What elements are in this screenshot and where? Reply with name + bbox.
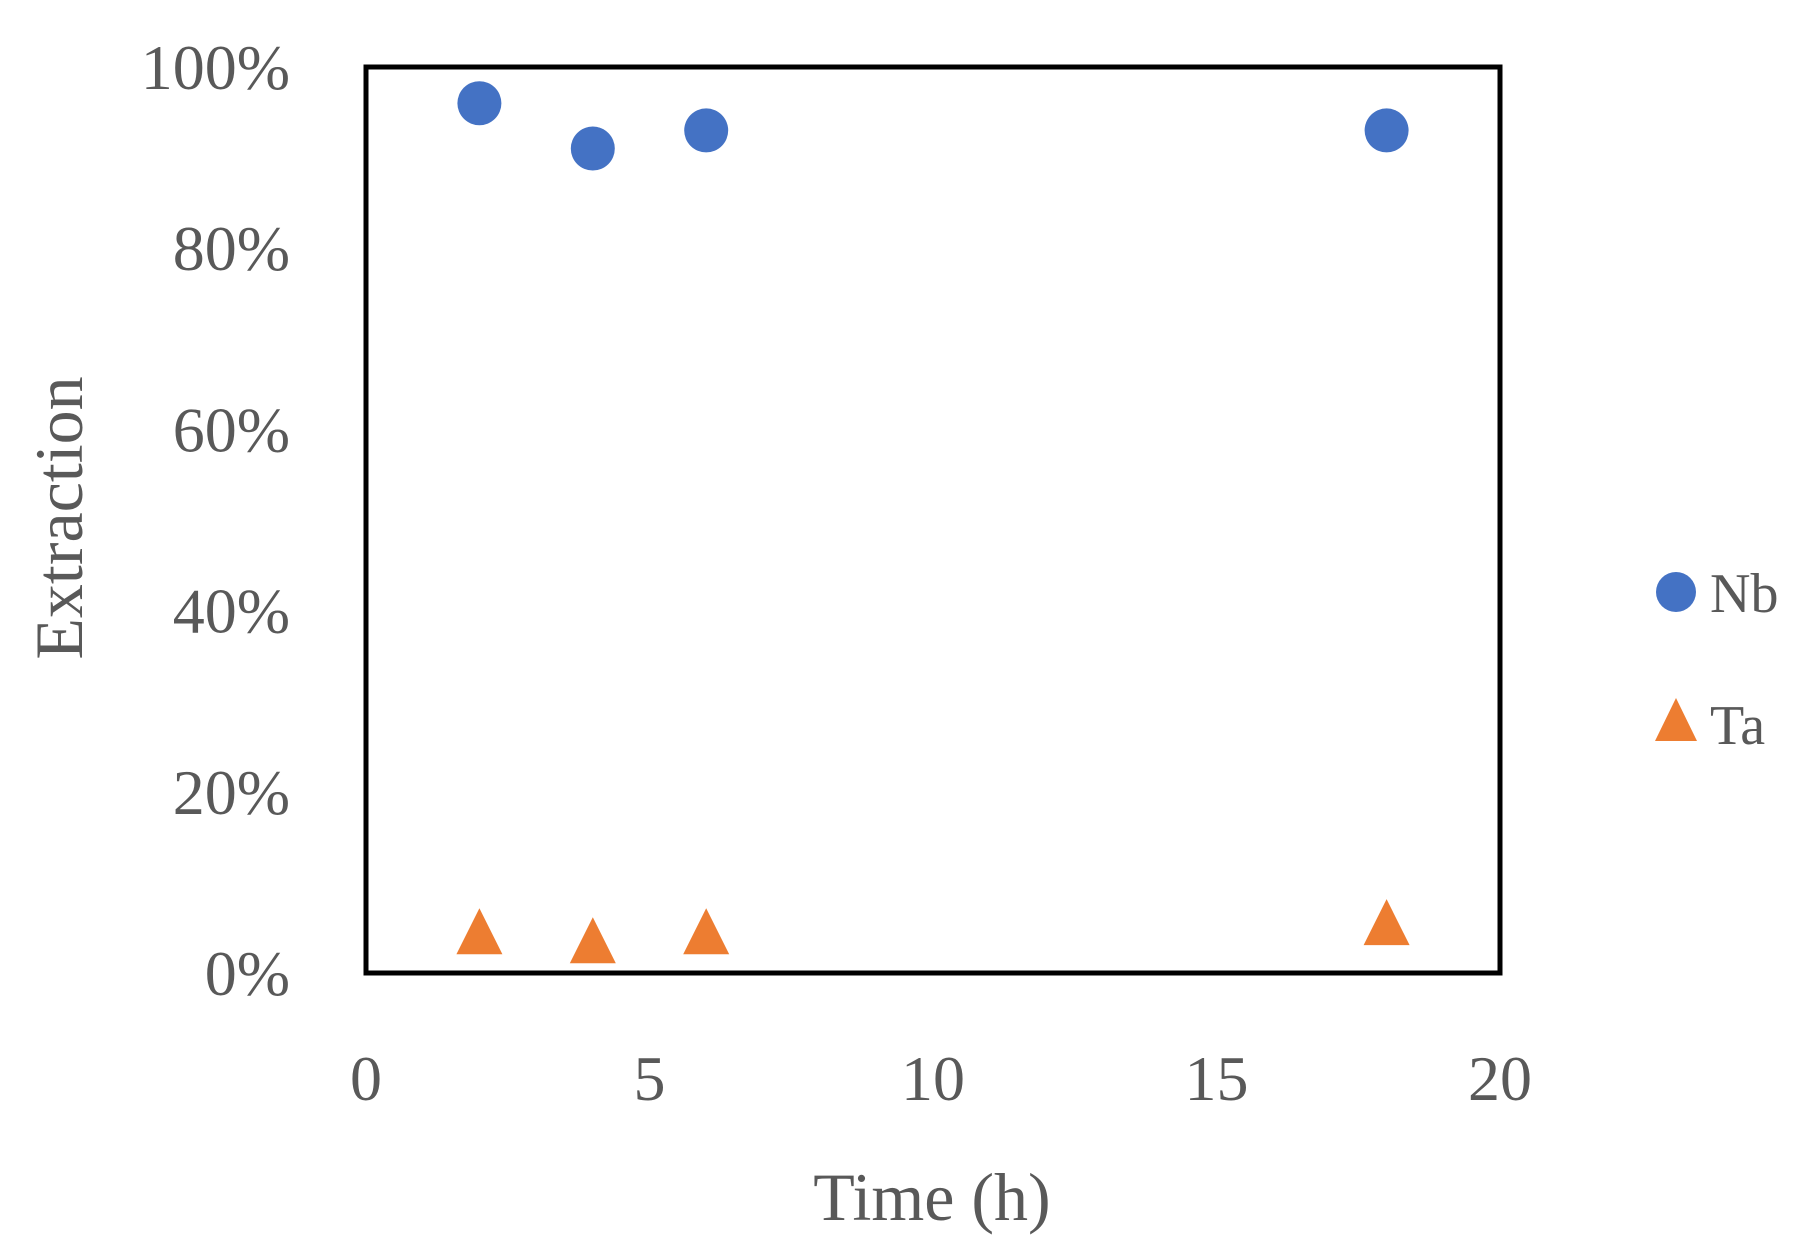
legend-label-ta: Ta [1710, 695, 1765, 757]
x-tick-label: 15 [1185, 1043, 1249, 1114]
y-tick-label: 100% [141, 32, 290, 103]
y-axis-ticks: 0% 20% 40% 60% 80% 100% [141, 32, 290, 1009]
legend-label-nb: Nb [1710, 563, 1778, 625]
series-nb [457, 81, 1409, 171]
y-tick-label: 40% [173, 576, 290, 647]
y-axis-title: Extraction [21, 376, 97, 659]
x-tick-label: 5 [634, 1043, 666, 1114]
data-point-ta [569, 917, 616, 964]
x-tick-label: 10 [901, 1043, 965, 1114]
x-axis-ticks: 0 5 10 15 20 [350, 1043, 1532, 1114]
y-tick-label: 0% [205, 938, 290, 1009]
data-point-nb [684, 108, 729, 153]
data-point-nb [457, 81, 502, 126]
y-tick-label: 60% [173, 394, 290, 465]
y-tick-label: 80% [173, 213, 290, 284]
data-point-nb [1364, 108, 1409, 153]
x-tick-label: 20 [1468, 1043, 1532, 1114]
x-tick-label: 0 [350, 1043, 382, 1114]
x-axis-title: Time (h) [813, 1159, 1050, 1235]
data-point-nb [570, 126, 615, 171]
data-point-ta [683, 908, 730, 955]
y-tick-label: 20% [173, 757, 290, 828]
series-ta [456, 899, 1410, 964]
plot-area [363, 64, 1503, 976]
data-point-ta [1363, 899, 1410, 946]
series-layer [456, 81, 1410, 964]
plot-frame [363, 64, 1503, 976]
legend: Nb Ta [1655, 563, 1778, 757]
data-point-ta [456, 908, 503, 955]
legend-marker-nb [1656, 572, 1696, 612]
legend-marker-ta [1655, 698, 1697, 741]
